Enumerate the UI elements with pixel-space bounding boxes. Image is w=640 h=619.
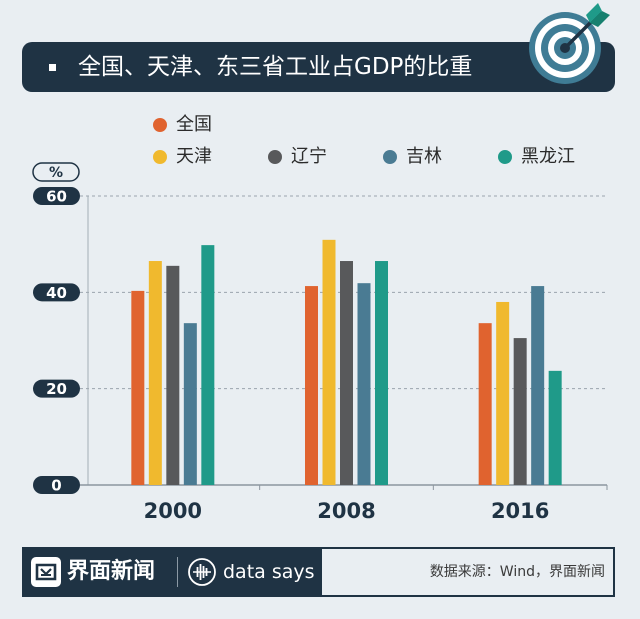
y-tick: 40 (33, 283, 80, 302)
y-tick-pill (33, 283, 80, 302)
source-note: 数据来源：Wind，界面新闻 (429, 564, 605, 580)
legend-item-liaoning: 辽宁 (268, 147, 327, 167)
legend-label: 黑龙江 (521, 146, 575, 167)
y-tick-pill (33, 187, 80, 205)
target-arrow-icon (529, 3, 610, 84)
legend-swatch (383, 150, 397, 164)
bar-2016-series-1 (496, 301, 510, 485)
bar-2008-series-1 (322, 239, 336, 485)
bar-2000-series-4 (201, 245, 215, 485)
y-unit-text: % (49, 165, 63, 181)
legend-item-heilongjiang: 黑龙江 (498, 147, 575, 167)
title-bar: 全国、天津、东三省工业占GDP的比重 (22, 42, 615, 92)
legend-swatch (498, 150, 512, 164)
legend-swatch (153, 150, 167, 164)
bar-2016-series-3 (531, 286, 545, 485)
x-tick-label: 2008 (317, 499, 375, 523)
bar-2000-series-0 (131, 290, 145, 485)
y-tick-label: 40 (46, 284, 67, 302)
footer: 界面新闻 data says 数据来源：Wind，界面新闻 (22, 547, 615, 597)
y-unit-pill (32, 162, 80, 182)
bar-2008-series-2 (340, 261, 353, 485)
jiemian-logo-icon (31, 557, 61, 587)
bar-2016-series-0 (478, 323, 492, 485)
x-tick-label: 2000 (144, 499, 202, 523)
footer-brand-panel: 界面新闻 data says (24, 549, 322, 595)
bar-2008-series-4 (375, 261, 388, 485)
bar-2016-series-2 (513, 338, 527, 485)
y-tick-label: 20 (46, 380, 67, 398)
bar-2000-series-3 (183, 323, 197, 485)
chart-title: 全国、天津、东三省工业占GDP的比重 (78, 54, 473, 80)
y-tick-label: 60 (46, 188, 67, 206)
legend-item-tianjin: 天津 (153, 147, 212, 167)
x-tick-label: 2016 (491, 499, 549, 523)
square-bullet-icon (49, 64, 56, 71)
legend-label: 吉林 (406, 146, 442, 167)
footer-divider (177, 557, 178, 587)
y-unit-label: % (32, 162, 80, 182)
bar-2016-series-4 (548, 370, 562, 485)
brand-name: 界面新闻 (67, 559, 156, 584)
bar-2000-series-2 (166, 265, 180, 485)
bar-2000-series-1 (148, 261, 162, 485)
legend-swatch (268, 150, 282, 164)
y-tick: 20 (33, 379, 80, 398)
legend-label: 天津 (176, 146, 212, 167)
y-tick-pill (33, 476, 80, 494)
bar-2008-series-0 (305, 286, 318, 485)
y-tick: 60 (33, 187, 80, 206)
y-tick: 0 (33, 476, 80, 495)
data-says-icon (188, 558, 216, 586)
bar-2008-series-3 (357, 283, 371, 485)
legend-item-nationwide: 全国 (153, 115, 212, 135)
partner-name: data says (223, 561, 315, 583)
y-tick-label: 0 (51, 477, 61, 495)
legend-label: 辽宁 (291, 146, 327, 167)
bar-chart: % 0 20 40 60 2000 2008 2016 (32, 162, 608, 523)
legend-swatch (153, 118, 167, 132)
legend-item-jilin: 吉林 (383, 147, 442, 167)
y-tick-pill (33, 379, 80, 398)
legend-label: 全国 (176, 114, 212, 135)
